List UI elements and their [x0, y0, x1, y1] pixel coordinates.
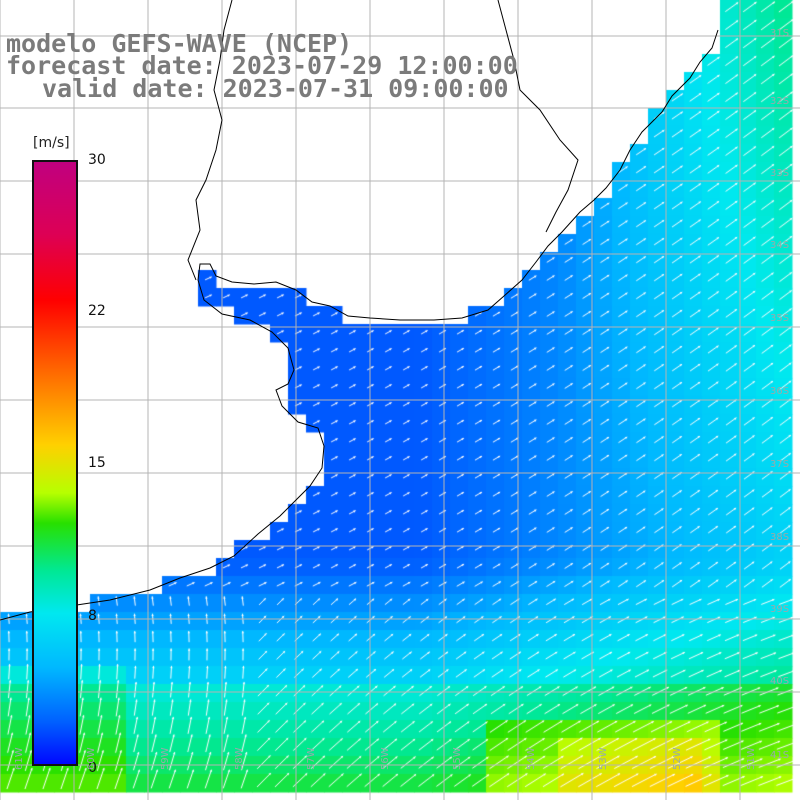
lat-label: 39S — [770, 604, 790, 615]
valid-date: valid date: 2023-07-31 09:00:00 — [42, 74, 509, 103]
coastline — [0, 0, 719, 621]
border-line — [187, 0, 233, 281]
lat-label: 31S — [770, 28, 790, 39]
lat-label: 38S — [770, 532, 790, 543]
lon-label: 54W — [526, 747, 537, 770]
lon-label: 55W — [452, 747, 463, 770]
lon-label: 57W — [306, 747, 317, 770]
lon-label: 51W — [746, 747, 757, 770]
lat-label: 40S — [770, 676, 790, 687]
lat-label: 32S — [770, 96, 790, 107]
lon-label: 59W — [160, 747, 171, 770]
lat-label: 37S — [770, 459, 790, 470]
colorbar-tick: 30 — [88, 152, 106, 168]
lat-label: 34S — [770, 240, 790, 251]
lat-label: 35S — [770, 313, 790, 324]
forecast-date: forecast date: 2023-07-29 12:00:00 — [6, 51, 518, 80]
model-title: modelo GEFS-WAVE (NCEP) — [6, 29, 353, 58]
lon-label: 52W — [672, 747, 683, 770]
lat-label: 36S — [770, 386, 790, 397]
colorbar-tick: 15 — [88, 455, 106, 471]
coastline-path — [0, 29, 719, 621]
colorbar-unit: [m/s] — [33, 135, 70, 151]
lon-label: 60W — [86, 747, 97, 770]
colorbar-tick: 22 — [88, 303, 106, 319]
colorbar-tick: 8 — [88, 608, 97, 624]
lon-label: 58W — [234, 747, 245, 770]
lon-label: 56W — [380, 747, 391, 770]
lat-label: 41S — [770, 750, 790, 761]
lat-label: 33S — [770, 168, 790, 179]
border-line — [497, 0, 579, 233]
colorbar — [32, 160, 78, 766]
lon-label: 53W — [598, 747, 609, 770]
lon-label: 61W — [14, 747, 25, 770]
colorbar-tick: 0 — [88, 760, 97, 776]
